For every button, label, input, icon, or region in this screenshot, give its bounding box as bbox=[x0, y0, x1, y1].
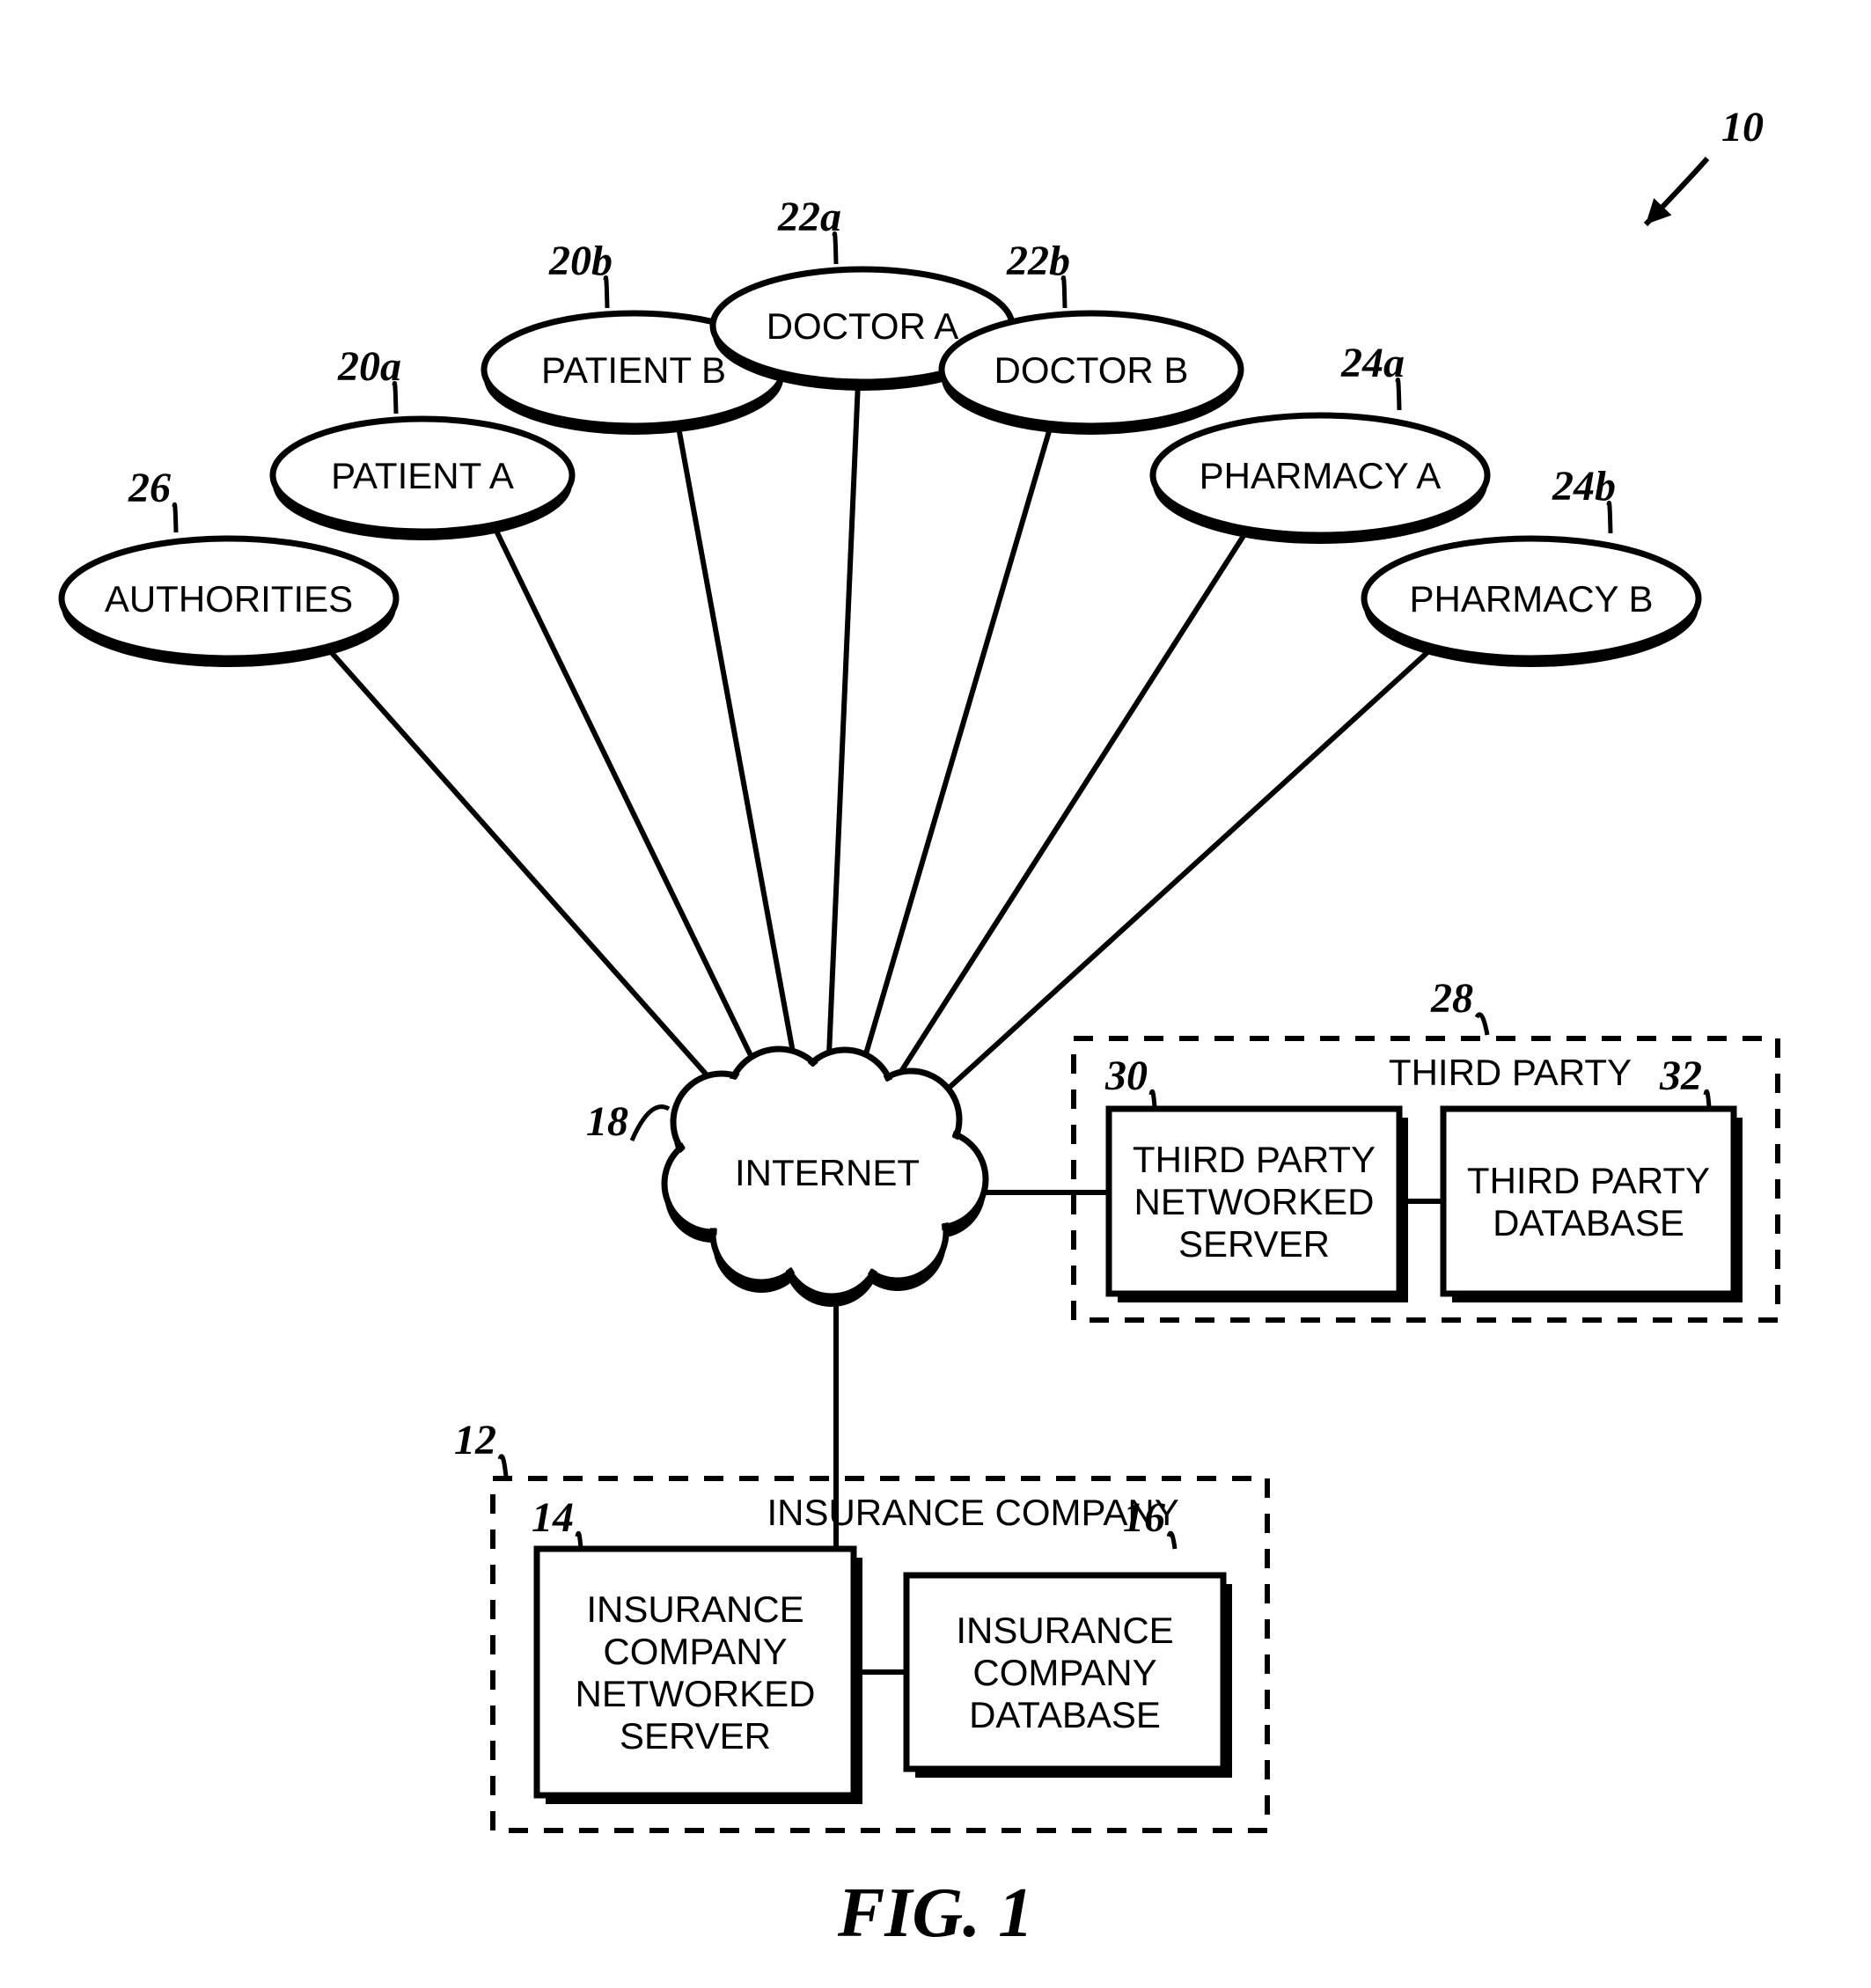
ref-12: 12 bbox=[454, 1417, 496, 1463]
ref-14: 14 bbox=[532, 1494, 574, 1541]
patient-a-label: PATIENT A bbox=[331, 455, 514, 496]
ref-20b: 20b bbox=[548, 238, 613, 284]
ref-22b: 22b bbox=[1006, 238, 1070, 284]
insurance-server-line2: NETWORKED bbox=[576, 1673, 816, 1714]
insurance-db-line0: INSURANCE bbox=[956, 1610, 1173, 1651]
ref-20a: 20a bbox=[337, 343, 401, 390]
pharmacy-a-label: PHARMACY A bbox=[1200, 455, 1442, 496]
third-party-server-line0: THIRD PARTY bbox=[1133, 1139, 1376, 1180]
insurance-server-line0: INSURANCE bbox=[586, 1588, 803, 1630]
doctor-b-label: DOCTOR B bbox=[994, 349, 1189, 391]
ref-16: 16 bbox=[1123, 1494, 1165, 1541]
ref-28: 28 bbox=[1430, 975, 1473, 1022]
ref-24a: 24a bbox=[1340, 340, 1405, 386]
ref-22a: 22a bbox=[777, 194, 841, 240]
figure-label: FIG. 1 bbox=[837, 1874, 1033, 1952]
insurance-db-line1: COMPANY bbox=[972, 1652, 1156, 1693]
ref-10: 10 bbox=[1721, 104, 1764, 150]
patient-b-label: PATIENT B bbox=[541, 349, 726, 391]
pharmacy-b-label: PHARMACY B bbox=[1410, 578, 1654, 620]
third-party-server-line2: SERVER bbox=[1178, 1223, 1330, 1265]
insurance-db-line2: DATABASE bbox=[969, 1694, 1161, 1735]
ref-32: 32 bbox=[1659, 1053, 1702, 1099]
internet-label: INTERNET bbox=[735, 1152, 920, 1193]
ref-30: 30 bbox=[1104, 1053, 1148, 1099]
insurance-server-line1: COMPANY bbox=[603, 1631, 787, 1672]
third-party-db-line0: THIRD PARTY bbox=[1467, 1160, 1710, 1201]
ref-24b: 24b bbox=[1552, 463, 1616, 510]
third-party-server-line1: NETWORKED bbox=[1134, 1181, 1375, 1222]
ref-26: 26 bbox=[128, 465, 171, 511]
doctor-a-label: DOCTOR A bbox=[767, 305, 959, 347]
ref-18: 18 bbox=[586, 1098, 628, 1145]
third-party-title: THIRD PARTY bbox=[1389, 1052, 1632, 1093]
insurance-server-line3: SERVER bbox=[620, 1715, 771, 1757]
insurance-company-title: INSURANCE COMPANY bbox=[767, 1492, 1178, 1533]
third-party-db-line1: DATABASE bbox=[1493, 1202, 1684, 1243]
authorities-label: AUTHORITIES bbox=[105, 578, 353, 620]
